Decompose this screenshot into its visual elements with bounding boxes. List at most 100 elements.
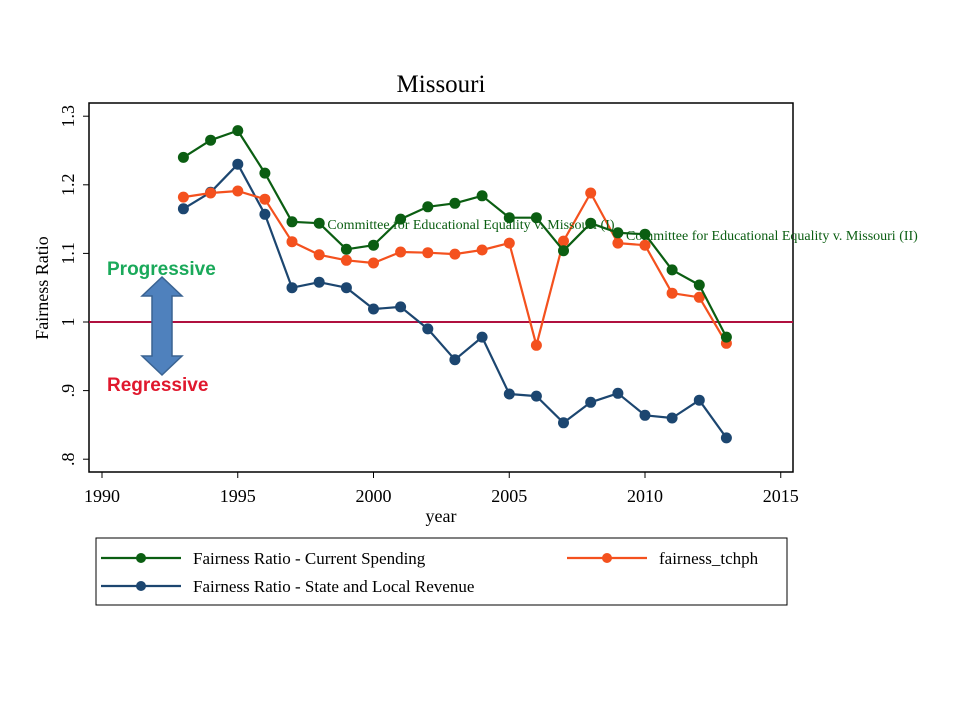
y-tick-label: 1.2 — [58, 174, 78, 197]
data-point — [340, 254, 352, 266]
x-axis-label: year — [426, 506, 457, 526]
legend: Fairness Ratio - Current Spending fairnes… — [101, 549, 759, 596]
data-point — [259, 208, 271, 220]
x-tick-label: 2000 — [356, 486, 392, 506]
double-arrow-icon — [140, 275, 184, 377]
x-tick-label: 1995 — [220, 486, 256, 506]
data-point — [340, 282, 352, 294]
plot-frame — [88, 102, 794, 473]
data-point — [693, 279, 705, 291]
legend-marker — [602, 553, 612, 563]
data-point — [639, 239, 651, 251]
data-point — [395, 246, 407, 258]
data-point — [666, 287, 678, 299]
data-point — [232, 185, 244, 197]
data-point — [313, 249, 325, 261]
data-point — [585, 217, 597, 229]
data-point — [639, 409, 651, 421]
data-point — [585, 187, 597, 199]
data-point — [720, 432, 732, 444]
legend-entry: fairness_tchph — [567, 549, 759, 568]
data-point — [639, 228, 651, 240]
legend-marker — [136, 581, 146, 591]
data-point — [558, 245, 569, 257]
data-point — [232, 158, 244, 170]
annotation-label-2: Committee for Educational Equality v. Mi… — [626, 229, 918, 244]
data-point — [666, 264, 678, 276]
data-point — [558, 235, 569, 247]
legend-label: fairness_tchph — [659, 549, 759, 568]
data-point — [558, 417, 569, 429]
data-point — [612, 227, 624, 239]
x-tick-label: 2010 — [627, 486, 663, 506]
data-point — [205, 134, 217, 146]
data-point — [395, 301, 407, 313]
data-point — [693, 394, 705, 406]
data-point — [313, 217, 325, 229]
data-point — [422, 323, 434, 335]
x-tick-label: 2005 — [491, 486, 527, 506]
data-point — [340, 243, 352, 255]
data-point — [530, 390, 542, 402]
data-point — [259, 167, 271, 179]
data-point — [530, 339, 542, 351]
y-tick-label: .9 — [58, 384, 78, 398]
data-point — [313, 276, 325, 288]
data-point — [503, 212, 515, 224]
annotation-label-1: Committee for Educational Equality v. Mi… — [327, 218, 615, 233]
y-tick-label: 1.1 — [58, 242, 78, 265]
legend-label: Fairness Ratio - State and Local Revenue — [193, 577, 474, 596]
legend-label: Fairness Ratio - Current Spending — [193, 549, 426, 568]
data-point — [177, 203, 189, 215]
y-tick-label: .8 — [58, 452, 78, 466]
series-fairness-ratio-state-and-local-revenue — [177, 158, 732, 444]
data-point — [368, 257, 379, 269]
annotation-layer: Committee for Educational Equality v. Mi… — [327, 218, 918, 244]
data-point — [449, 197, 461, 209]
data-point — [476, 190, 488, 202]
data-point — [585, 396, 597, 408]
data-point — [476, 244, 488, 256]
data-point — [422, 201, 434, 213]
y-axis-label: Fairness Ratio — [32, 236, 52, 340]
data-point — [286, 216, 298, 228]
data-point — [476, 331, 488, 343]
series-layer — [177, 125, 732, 444]
data-point — [368, 303, 379, 315]
data-point — [530, 212, 542, 224]
legend-box — [95, 537, 788, 606]
data-point — [286, 236, 298, 248]
data-point — [503, 237, 515, 249]
data-point — [666, 412, 678, 424]
data-point — [205, 187, 217, 199]
data-point — [449, 354, 461, 366]
data-point — [259, 193, 271, 205]
data-point — [395, 213, 407, 225]
data-point — [449, 248, 461, 260]
data-point — [612, 237, 624, 249]
data-point — [422, 247, 434, 259]
data-point — [503, 388, 515, 400]
regressive-label: Regressive — [107, 375, 208, 396]
legend-entry: Fairness Ratio - Current Spending — [101, 549, 426, 568]
legend-entry: Fairness Ratio - State and Local Revenue — [101, 577, 474, 596]
y-axis: .8 .9 1 1.1 1.2 1.3 — [58, 105, 89, 466]
series-fairness-tchph — [177, 185, 732, 351]
data-point — [720, 331, 732, 343]
data-point — [177, 151, 189, 163]
data-point — [286, 282, 298, 294]
chart-title: Missouri — [397, 71, 486, 98]
data-point — [232, 125, 244, 137]
x-tick-label: 2015 — [763, 486, 799, 506]
data-point — [693, 291, 705, 303]
series-fairness-ratio-current-spending — [177, 125, 732, 343]
x-tick-label: 1990 — [84, 486, 120, 506]
data-point — [612, 387, 624, 399]
data-point — [177, 191, 189, 203]
y-tick-label: 1 — [58, 318, 78, 327]
x-axis: 1990 1995 2000 2005 2010 2015 — [84, 472, 799, 506]
y-tick-label: 1.3 — [58, 105, 78, 128]
progressive-label: Progressive — [107, 259, 216, 280]
